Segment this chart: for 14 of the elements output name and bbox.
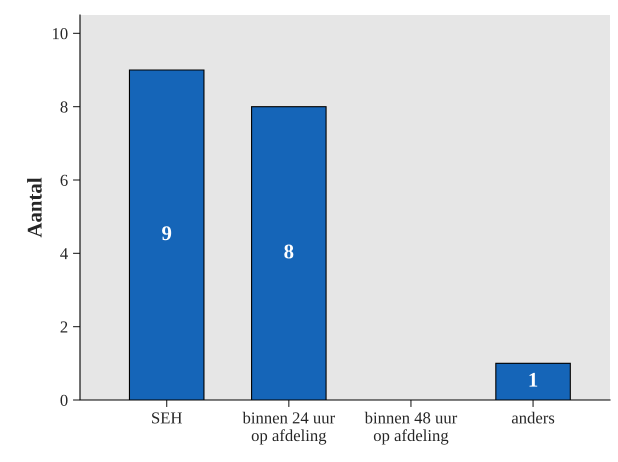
x-tick-label: binnen 24 uur op afdeling — [242, 412, 335, 445]
y-tick-label: 10 — [52, 28, 68, 40]
data-label: 8 — [284, 244, 294, 259]
y-tick-label: 8 — [60, 101, 68, 113]
data-label: 1 — [530, 372, 538, 387]
y-tick-label: 4 — [60, 248, 68, 260]
y-axis-title: Aantal — [27, 178, 42, 238]
data-label: 9 — [162, 226, 172, 240]
y-tick-label: 2 — [60, 321, 68, 332]
y-tick-label: 6 — [60, 174, 68, 186]
y-tick-label: 0 — [60, 394, 68, 406]
x-tick-label: SEH — [152, 412, 182, 424]
x-tick-label: binnen 48 uur op afdeling — [364, 412, 458, 445]
x-tick-label: anders — [512, 412, 554, 424]
